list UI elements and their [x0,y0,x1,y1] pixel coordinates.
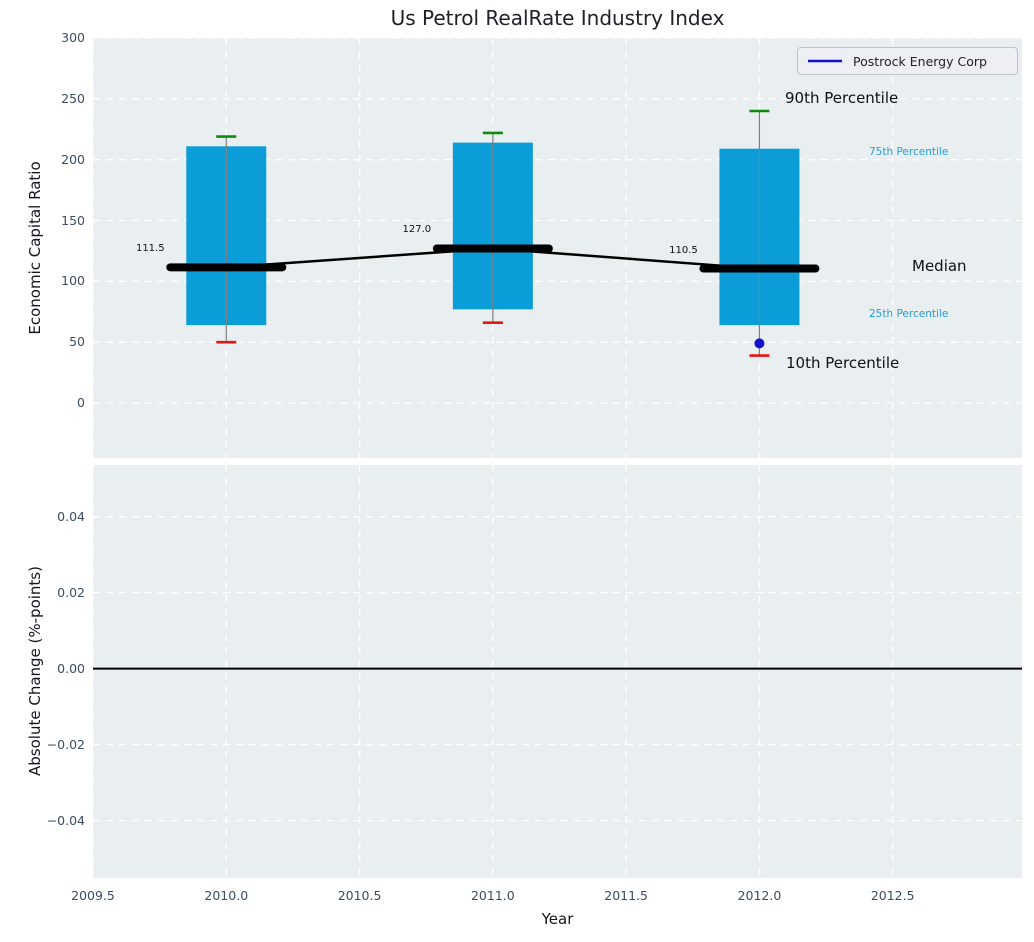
x-tick-label: 2012.0 [737,888,782,903]
x-tick-label: 2009.5 [71,888,115,903]
y-tick-label-bottom: −0.04 [46,812,85,828]
median-value-label: 110.5 [669,244,698,256]
median-value-label: 111.5 [135,243,165,255]
legend-label: Postrock Energy Corp [853,53,987,69]
annotation-75th-percentile: 75th Percentile [869,146,949,158]
y-tick-label-top: 150 [61,212,85,228]
absolute-change-chart [93,465,1022,878]
y-tick-label-top: 250 [61,90,85,106]
y-tick-label-bottom: −0.02 [46,736,85,752]
x-tick-label: 2010.5 [337,888,382,903]
top-plot-area [93,38,1022,458]
annotation-25th-percentile: 25th Percentile [869,308,949,320]
x-tick-label: 2011.5 [604,888,649,903]
x-tick-label: 2012.5 [870,888,915,903]
legend-line-icon [808,59,842,63]
y-tick-label-bottom: 0.04 [57,508,85,524]
y-tick-label-bottom: 0.02 [57,584,85,600]
chart-title: Us Petrol RealRate Industry Index [390,6,725,30]
annotation-median: Median [912,257,967,275]
x-tick-label: 2010.0 [204,888,249,903]
annotation-90th-percentile: 90th Percentile [785,89,899,107]
company-point [754,338,765,349]
y-axis-label-top: Economic Capital Ratio [26,161,44,335]
y-tick-label-top: 300 [61,30,85,45]
y-tick-label-top: 50 [69,334,85,350]
y-tick-label-top: 0 [77,395,85,410]
x-axis-label: Year [541,910,574,928]
bottom-plot-area [93,465,1022,878]
boxplot-chart [93,38,1022,458]
x-tick-label: 2011.0 [470,888,515,903]
legend: Postrock Energy Corp [797,47,1018,75]
y-tick-label-top: 100 [61,273,85,289]
annotation-10th-percentile: 10th Percentile [786,354,900,372]
y-tick-label-bottom: 0.00 [57,660,85,676]
median-value-label: 127.0 [402,224,432,236]
y-tick-label-top: 200 [61,151,85,167]
